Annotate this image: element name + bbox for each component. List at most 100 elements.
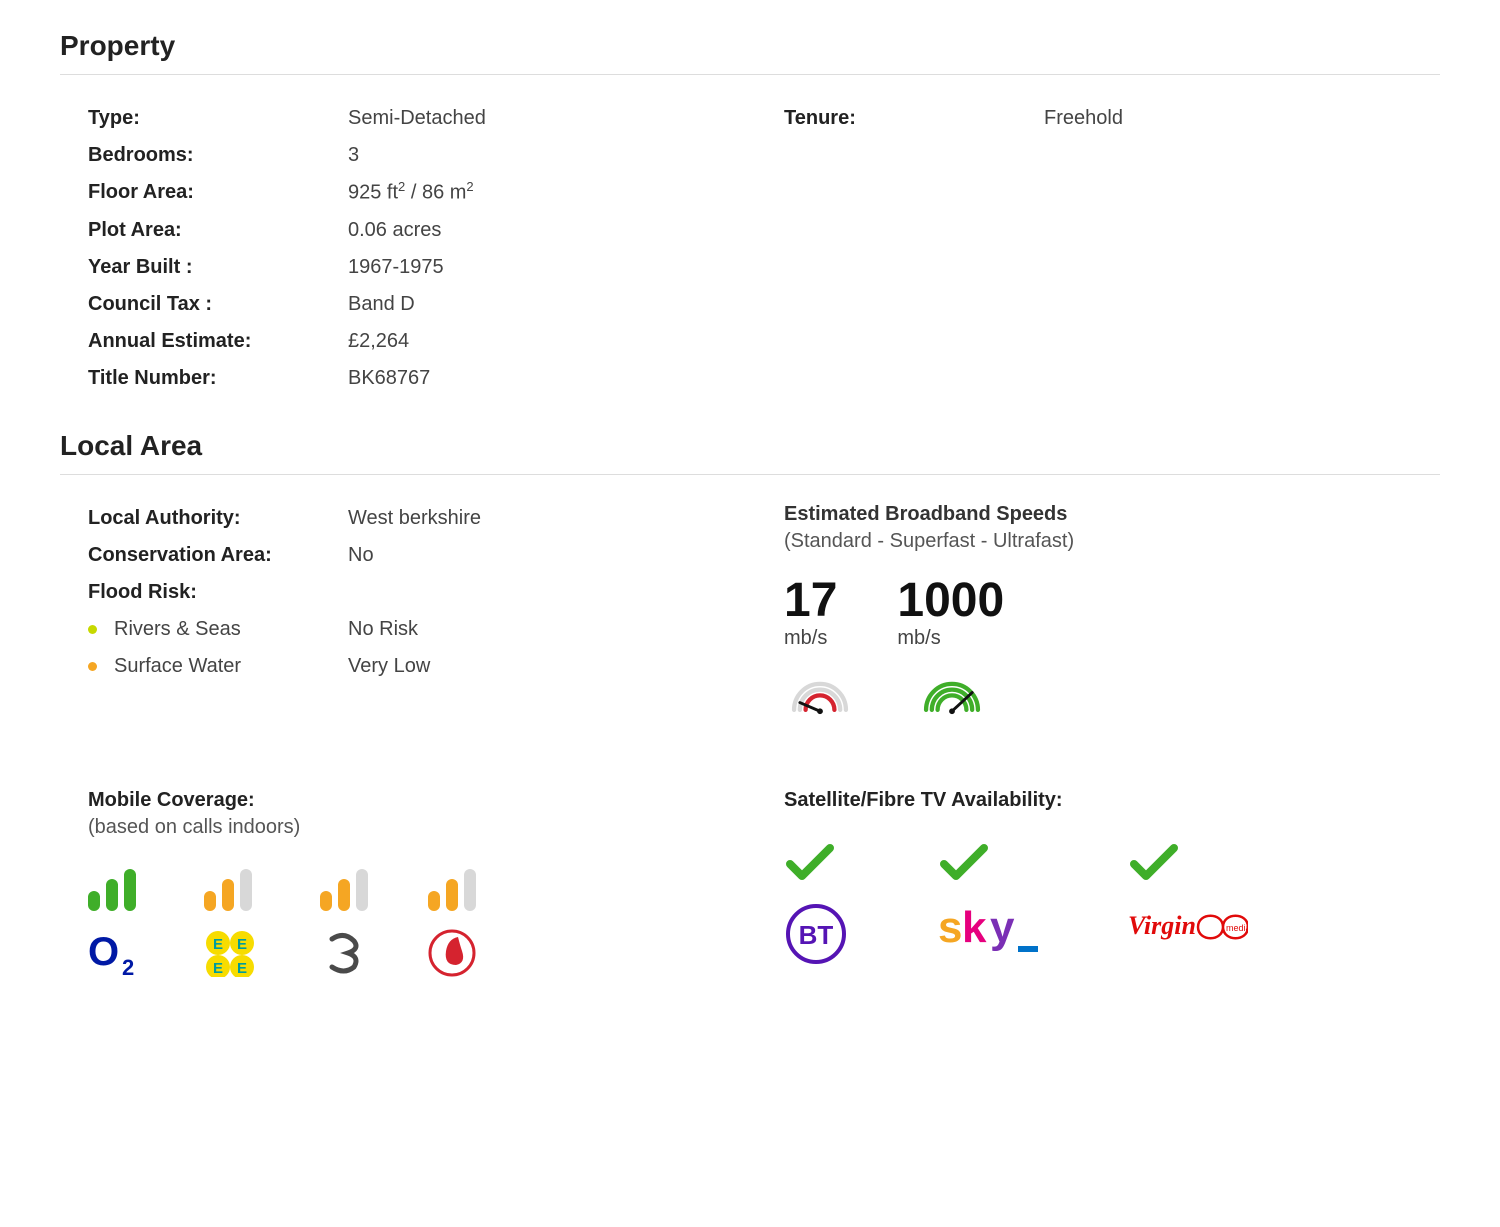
property-row: Floor Area:925 ft2 / 86 m2 (88, 177, 744, 209)
local-area-left-col: Local Authority:West berkshireConservati… (88, 503, 744, 729)
property-row: Flood Risk: (88, 577, 744, 608)
three-logo-icon (320, 929, 368, 977)
property-value: No (348, 540, 744, 571)
broadband-speeds: 17mb/s1000mb/s (784, 577, 1440, 650)
mobile-coverage-col: Mobile Coverage: (based on calls indoors… (88, 789, 744, 982)
carrier-o2: O2 (88, 869, 144, 982)
tv-col: Satellite/Fibre TV Availability: BT sky Vi… (784, 789, 1440, 982)
broadband-heading: Estimated Broadband Speeds (784, 503, 1440, 526)
svg-text:y: y (990, 903, 1015, 952)
property-label: Flood Risk: (88, 577, 348, 608)
gauge-icon (916, 674, 988, 724)
local-area-columns: Local Authority:West berkshireConservati… (60, 503, 1440, 729)
svg-text:BT: BT (799, 920, 834, 950)
broadband-gauges (784, 674, 1440, 729)
mobile-subnote: (based on calls indoors) (88, 816, 744, 839)
property-value: Freehold (1044, 103, 1440, 134)
local-area-heading: Local Area (60, 430, 1440, 462)
property-columns: Type:Semi-Detached Bedrooms:3 Floor Area:9… (60, 103, 1440, 400)
flood-value: Very Low (348, 651, 744, 682)
check-icon (938, 842, 990, 882)
property-value: £2,264 (348, 326, 744, 357)
signal-bars-icon (320, 869, 368, 911)
property-value: Semi-Detached (348, 103, 744, 134)
property-value: Band D (348, 289, 744, 320)
signal-bar (204, 891, 216, 911)
carriers-row: O2 EEEE (88, 869, 744, 982)
flood-value: No Risk (348, 614, 744, 645)
carrier-vodafone (428, 869, 476, 982)
speed-unit: mb/s (897, 627, 1004, 650)
carrier-ee: EEEE (204, 869, 260, 982)
speed-value: 17 (784, 577, 837, 625)
property-label: Conservation Area: (88, 540, 348, 571)
check-icon (1128, 842, 1180, 882)
property-label: Plot Area: (88, 215, 348, 246)
svg-text:media: media (1226, 923, 1248, 933)
svg-text:E: E (213, 936, 223, 953)
flood-label: Rivers & Seas (114, 614, 348, 645)
property-value: 0.06 acres (348, 215, 744, 246)
signal-bar (88, 891, 100, 911)
sky-logo-icon: sky (938, 902, 1038, 958)
property-heading: Property (60, 30, 1440, 62)
tv-provider-bt: BT (784, 842, 848, 971)
tv-logo: BT (784, 902, 848, 971)
mobile-heading: Mobile Coverage: (88, 789, 744, 812)
property-value: 1967-1975 (348, 252, 744, 283)
flood-label: Surface Water (114, 651, 348, 682)
signal-bars-icon (204, 869, 252, 911)
property-label: Year Built : (88, 252, 348, 283)
broadband-subheading: (Standard - Superfast - Ultrafast) (784, 530, 1440, 553)
signal-bar (338, 879, 350, 911)
property-label: Local Authority: (88, 503, 348, 534)
speed-unit: mb/s (784, 627, 837, 650)
signal-bar (222, 879, 234, 911)
lower-section: Mobile Coverage: (based on calls indoors… (60, 789, 1440, 982)
svg-text:k: k (962, 903, 987, 952)
tv-providers-row: BT sky Virgin media (784, 842, 1440, 971)
carrier-logo (428, 929, 476, 982)
property-row: Local Authority:West berkshire (88, 503, 744, 534)
svg-text:O: O (88, 930, 119, 974)
signal-bar (106, 879, 118, 911)
property-label: Type: (88, 103, 348, 134)
signal-bars-icon (428, 869, 476, 911)
flood-risk-row: Surface WaterVery Low (88, 651, 744, 682)
gauge-icon (784, 674, 856, 724)
signal-bars-icon (88, 869, 136, 911)
property-label: Annual Estimate: (88, 326, 348, 357)
signal-bar (124, 869, 136, 911)
property-row: Year Built :1967-1975 (88, 252, 744, 283)
flood-risk-row: Rivers & SeasNo Risk (88, 614, 744, 645)
svg-text:E: E (237, 960, 247, 977)
property-value: West berkshire (348, 503, 744, 534)
signal-bar (428, 891, 440, 911)
tv-provider-sky: sky (938, 842, 1038, 971)
property-row: Bedrooms:3 (88, 140, 744, 171)
tv-provider-virgin-media: Virgin media (1128, 842, 1248, 971)
svg-text:E: E (213, 960, 223, 977)
flood-dot-icon (88, 614, 114, 645)
property-label: Tenure: (784, 103, 1044, 134)
svg-text:Virgin: Virgin (1128, 911, 1196, 940)
property-row: Tenure:Freehold (784, 103, 1440, 134)
flood-dot-icon (88, 651, 114, 682)
gauge-wrap (784, 674, 856, 729)
signal-bar (356, 869, 368, 911)
ee-logo-icon: EEEE (204, 929, 260, 977)
property-row: Type:Semi-Detached (88, 103, 744, 134)
signal-bar (240, 869, 252, 911)
property-row: Council Tax :Band D (88, 289, 744, 320)
property-value: 3 (348, 140, 744, 171)
svg-text:s: s (938, 903, 962, 952)
property-value (348, 577, 744, 608)
vodafone-logo-icon (428, 929, 476, 977)
tv-heading: Satellite/Fibre TV Availability: (784, 789, 1440, 812)
virgin-logo-icon: Virgin media (1128, 902, 1248, 952)
tv-logo: sky (938, 902, 1038, 963)
carrier-three (320, 869, 368, 982)
check-icon (784, 842, 836, 882)
svg-text:E: E (237, 936, 247, 953)
tv-logo: Virgin media (1128, 902, 1248, 957)
